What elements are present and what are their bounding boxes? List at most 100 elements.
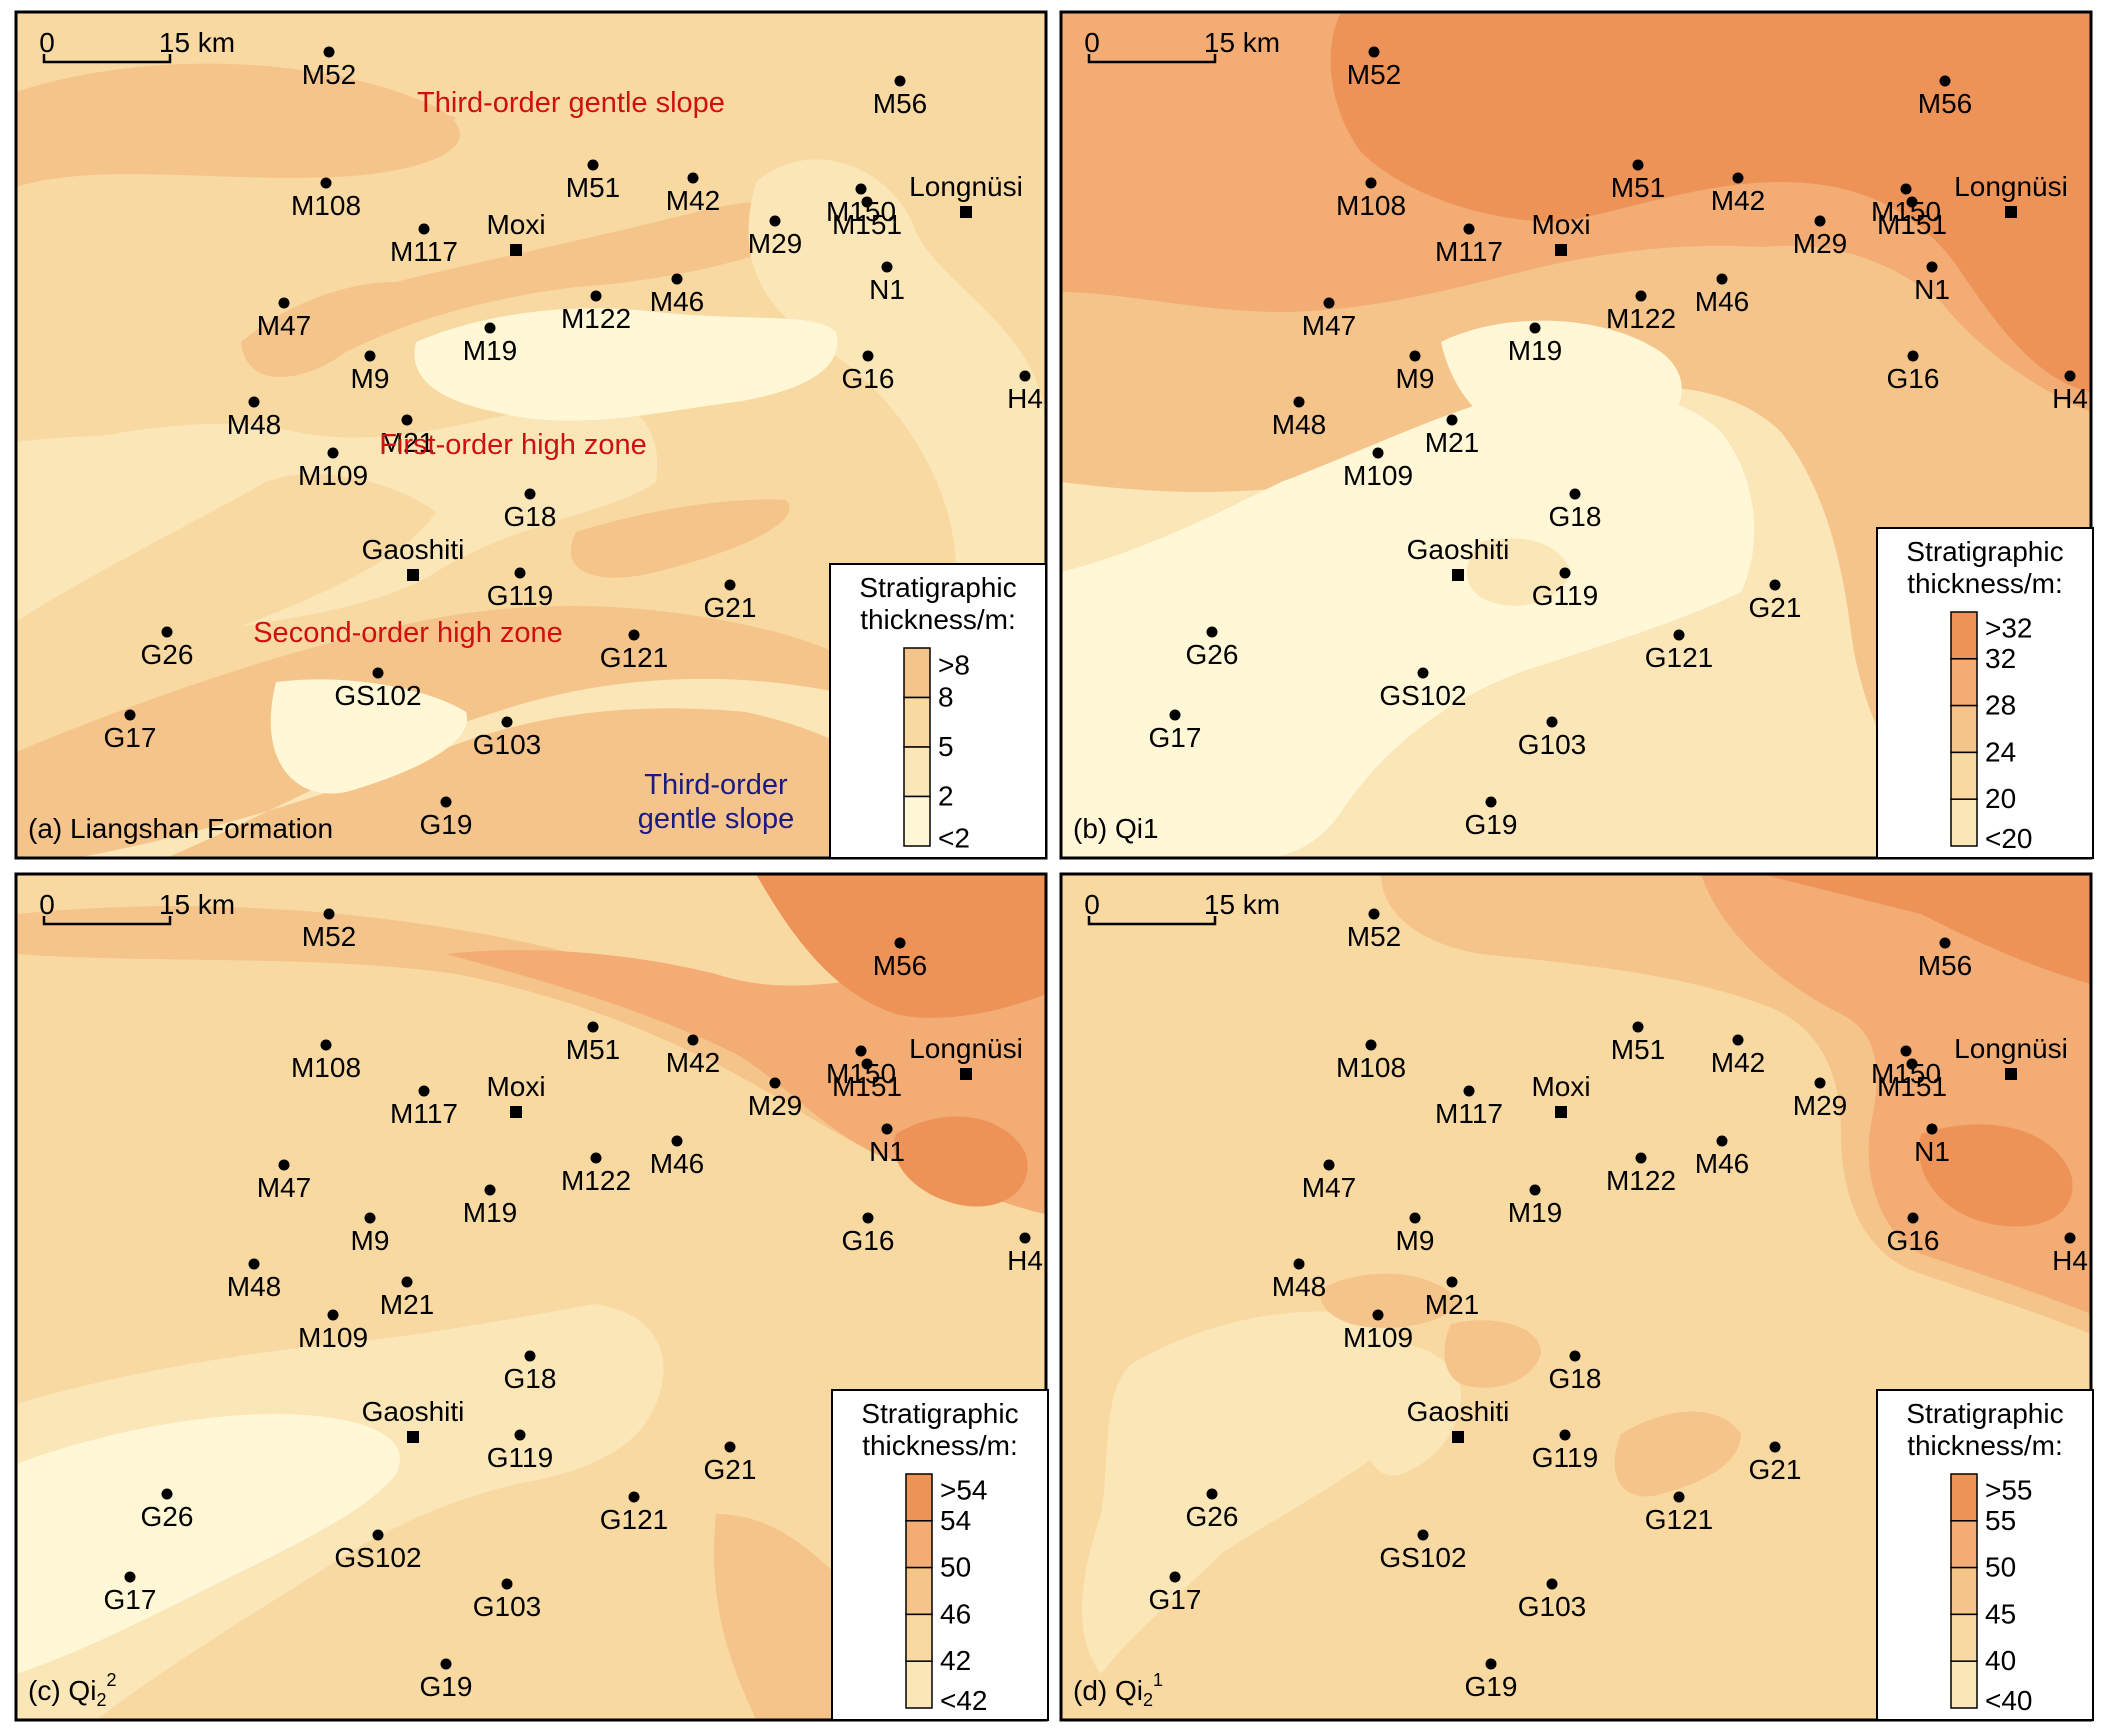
well-label: M151 [832,1071,902,1102]
well-m56: M56 [873,937,927,981]
well-label: G17 [104,1584,157,1615]
well-dot [1716,273,1728,285]
well-m151: M151 [1877,1058,1947,1102]
well-m19: M19 [463,1184,517,1228]
panel-caption: (a) Liangshan Formation [28,813,333,844]
well-label: G18 [1549,501,1602,532]
well-dot [1323,1159,1335,1171]
well-dot [323,46,335,58]
well-g119: G119 [1532,567,1598,611]
well-dot [687,1034,699,1046]
well-m51: M51 [1611,159,1665,203]
well-label: G18 [504,501,557,532]
well-dot [1372,1309,1384,1321]
well-dot [514,567,526,579]
well-h4: H4 [1007,1232,1043,1276]
well-m52: M52 [302,46,356,90]
town-longnüsi: Longnüsi [1954,171,2068,218]
well-dot [248,396,260,408]
town-moxi: Moxi [486,209,546,256]
well-m150: M150 [826,1045,896,1089]
panel-frame [14,872,1048,1722]
well-g119: G119 [487,567,553,611]
panel-caption: (c) Qi22 [28,1670,116,1710]
well-m122: M122 [1606,290,1676,334]
well-m48: M48 [227,1258,281,1302]
well-dot [501,1578,513,1590]
well-label: G19 [420,809,473,840]
well-dot [1906,1058,1918,1070]
zone-annotations: Third-order gentle slope First-order high… [253,87,794,835]
well-m9: M9 [1396,350,1434,394]
town-longnüsi: Longnüsi [909,171,1023,218]
well-dot [501,716,513,728]
well-label: M47 [1302,1172,1356,1203]
well-m122: M122 [561,290,631,334]
well-dot [1323,297,1335,309]
town-square [2005,206,2017,218]
well-dot [161,1488,173,1500]
well-dot [862,350,874,362]
well-m108: M108 [291,1039,361,1083]
well-gs102: GS102 [1379,667,1467,711]
scale-zero: 0 [39,27,55,58]
well-dot [855,1045,867,1057]
town-label: Gaoshiti [1407,1396,1510,1427]
legend-swatch [1950,1473,1978,1522]
well-label: G16 [842,363,895,394]
well-g121: G121 [1645,629,1713,673]
legend-label: 50 [1985,1552,2016,1583]
town-square [1452,1431,1464,1443]
well-dot [1559,1429,1571,1441]
town-markers: Moxi Longnüsi Gaoshiti [362,171,1023,581]
well-g119: G119 [487,1429,553,1473]
well-label: H4 [2052,383,2088,414]
contour-fill [16,12,1046,858]
well-label: G119 [1532,580,1598,611]
well-dot [2064,370,2076,382]
legend-swatch [905,1613,933,1662]
well-label: M46 [1695,1148,1749,1179]
well-m21: M21 [380,414,434,458]
well-g18: G18 [504,1350,556,1394]
town-square [960,206,972,218]
scale-zero: 0 [1084,27,1100,58]
well-label: M150 [1871,1058,1941,1089]
town-label: Gaoshiti [362,1396,465,1427]
well-dot [1732,172,1744,184]
well-label: GS102 [334,1542,421,1573]
well-dot [855,183,867,195]
scale-distance: 15 km [1204,889,1280,920]
legend-title: thickness/m: [1907,1430,2063,1461]
well-g17: G17 [104,1571,157,1615]
well-label: M19 [463,335,517,366]
legend-swatch [1950,704,1978,754]
legend-label: 5 [938,731,954,762]
well-dot [894,937,906,949]
town-label: Longnüsi [909,1033,1023,1064]
well-dot [278,1159,290,1171]
well-m117: M117 [390,1085,458,1129]
well-m42: M42 [1711,1034,1765,1078]
well-dot [124,709,136,721]
well-label: G21 [704,592,757,623]
well-m109: M109 [1343,1309,1413,1353]
legend-swatch [1950,1613,1978,1662]
well-label: M109 [298,460,368,491]
town-markers: Moxi Longnüsi Gaoshiti [362,1033,1023,1443]
well-m42: M42 [1711,172,1765,216]
legend-label: 55 [1985,1505,2016,1536]
well-label: M150 [826,196,896,227]
well-m9: M9 [351,350,389,394]
well-g26: G26 [141,626,193,670]
well-label: M42 [1711,1047,1765,1078]
well-label: M122 [1606,303,1676,334]
town-square [510,244,522,256]
well-g103: G103 [473,716,541,760]
well-dot [1485,796,1497,808]
